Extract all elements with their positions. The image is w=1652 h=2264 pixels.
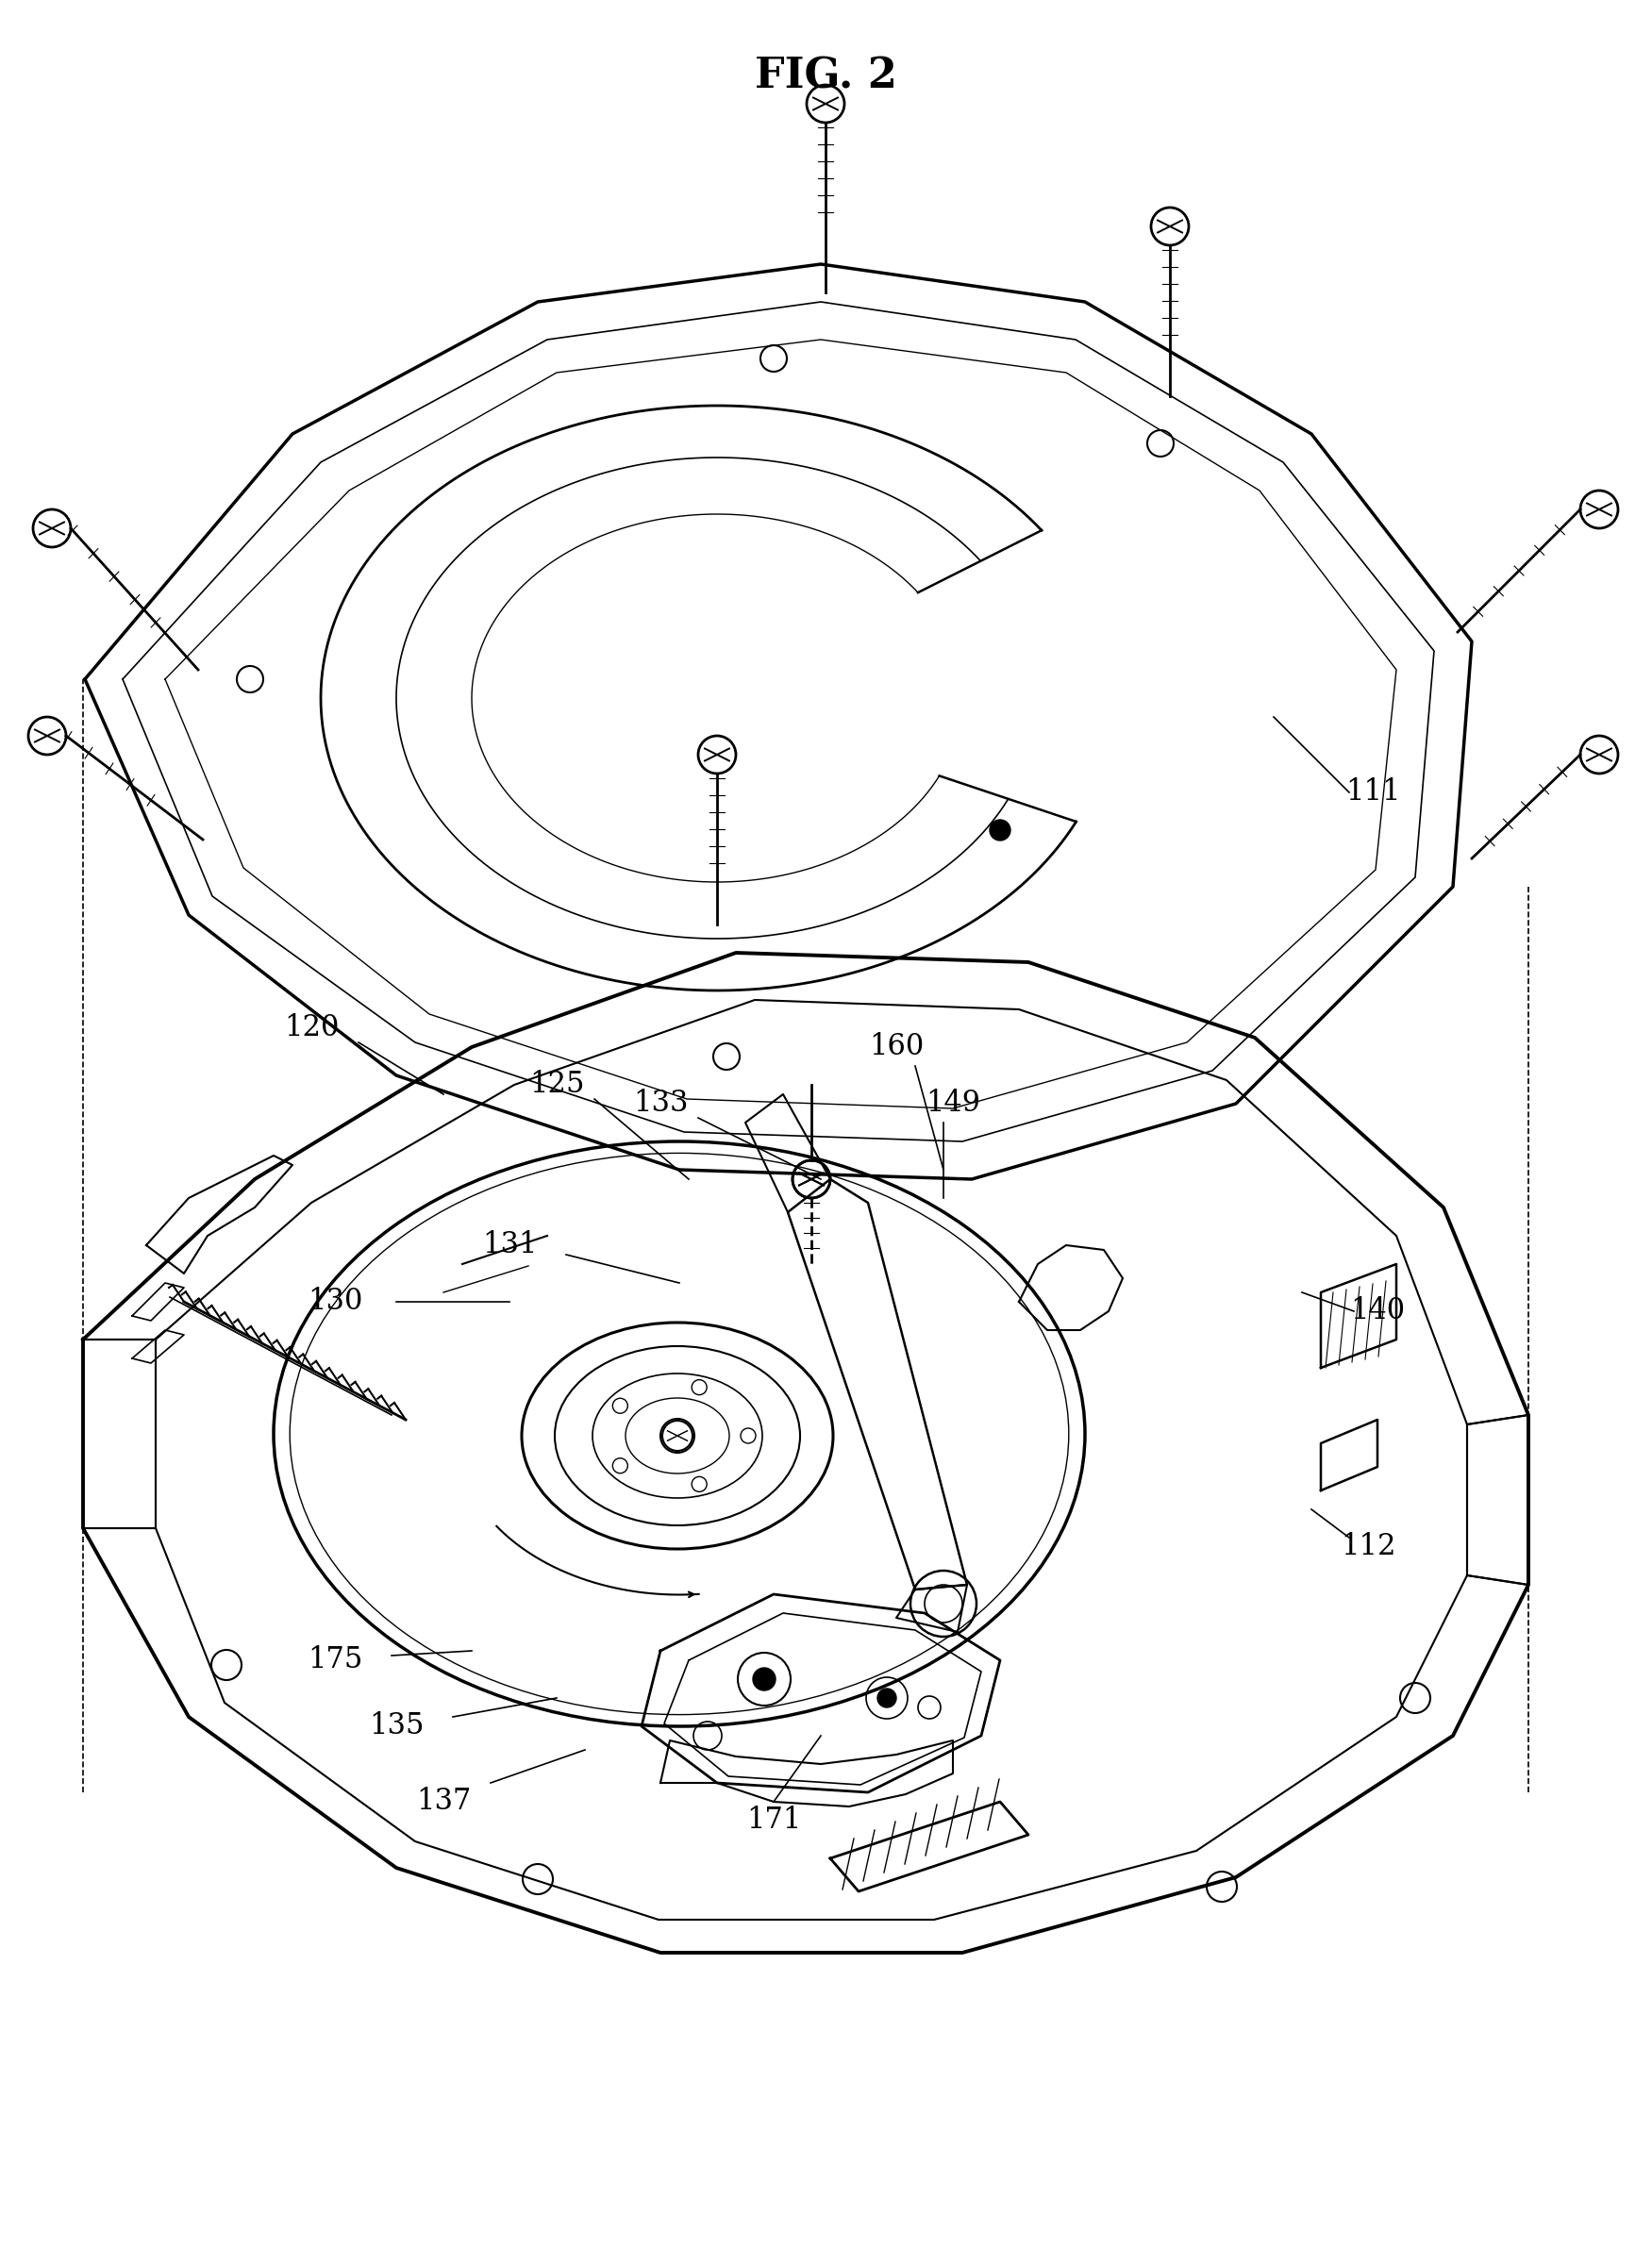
Text: 125: 125 bbox=[529, 1071, 585, 1100]
Text: 149: 149 bbox=[925, 1089, 980, 1118]
Text: 133: 133 bbox=[633, 1089, 687, 1118]
Text: FIG. 2: FIG. 2 bbox=[755, 57, 897, 97]
Text: 137: 137 bbox=[416, 1786, 471, 1816]
Text: 131: 131 bbox=[482, 1232, 537, 1259]
Text: 120: 120 bbox=[284, 1014, 339, 1044]
Text: 171: 171 bbox=[747, 1807, 801, 1836]
Text: 111: 111 bbox=[1345, 779, 1401, 806]
Text: 135: 135 bbox=[368, 1712, 425, 1741]
Circle shape bbox=[990, 820, 1011, 840]
Circle shape bbox=[753, 1669, 775, 1691]
Circle shape bbox=[877, 1689, 897, 1707]
Text: 112: 112 bbox=[1340, 1533, 1396, 1562]
Text: 130: 130 bbox=[307, 1288, 362, 1315]
Text: 175: 175 bbox=[307, 1646, 362, 1675]
Text: 160: 160 bbox=[869, 1032, 923, 1062]
Text: 140: 140 bbox=[1350, 1297, 1404, 1327]
